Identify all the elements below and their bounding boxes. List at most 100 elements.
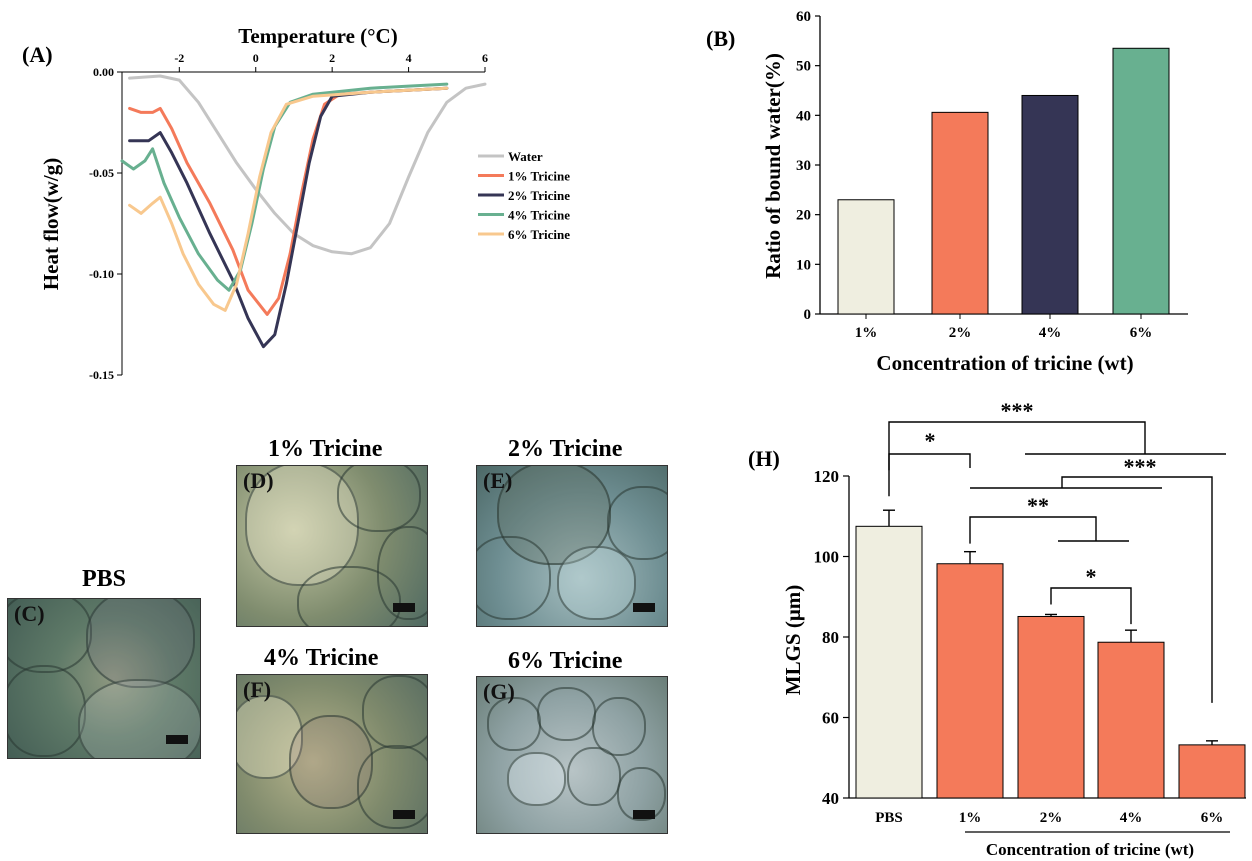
panel-h-significance: ********** — [888, 398, 1226, 703]
panel-b-ylabel: Ratio of bound water(%) — [761, 53, 785, 279]
panel-h-significance-stars: ** — [1027, 493, 1049, 518]
panel-a-series-line — [128, 86, 449, 349]
micrograph-6pct: (G) — [476, 676, 668, 834]
panel-h-bracket — [1061, 476, 1213, 703]
panel-h-chart: (H) MLGS (μm) Concentration of tricine (… — [748, 398, 1246, 859]
panel-h-bar — [1017, 615, 1085, 799]
micrograph-1pct: (D) — [236, 465, 428, 627]
panel-label-c: (C) — [14, 601, 45, 626]
panel-h-xtick-label: 2% — [1040, 810, 1063, 826]
panel-h-bracket — [888, 453, 971, 497]
panel-b-bar — [1112, 47, 1170, 315]
panel-b-yticks: 0 10 20 30 40 50 60 — [796, 9, 820, 323]
panel-a-ytick-label: -0.05 — [89, 166, 114, 180]
panel-b-bar — [931, 111, 989, 315]
panel-h-ytick-label: 40 — [822, 789, 839, 808]
panel-b-bar — [1021, 94, 1079, 315]
panel-a-series — [120, 74, 487, 349]
panel-b-ytick-label: 20 — [796, 208, 811, 224]
panel-h-xtick-label: PBS — [875, 810, 903, 826]
panel-a-ytick-label: -0.10 — [89, 267, 114, 281]
panel-h-ylabel: MLGS (μm) — [781, 585, 805, 695]
scale-bar — [166, 735, 188, 744]
panel-a-chart: (A) Temperature (°C) Heat flow(w/g) -2 0 2… — [22, 24, 570, 382]
scale-bar — [393, 603, 415, 612]
panel-h-bar — [936, 563, 1004, 799]
scale-bar — [633, 810, 655, 819]
micrograph-title-pbs: PBS — [82, 566, 127, 592]
panel-a-legend-label: Water — [508, 149, 543, 164]
panel-a-series-line — [120, 82, 449, 292]
panel-a-yticks: 0.00 -0.05 -0.10 -0.15 — [89, 65, 122, 382]
panel-a-series-line — [128, 74, 487, 256]
panel-h-significance-stars: * — [1086, 564, 1097, 589]
panel-label-a: (A) — [22, 42, 53, 67]
panel-a-series-line — [128, 86, 449, 312]
panel-b-ytick-label: 50 — [796, 59, 811, 75]
panel-b-ytick-label: 0 — [804, 307, 812, 323]
panel-h-bar — [855, 525, 923, 799]
panel-a-legend: Water 1% Tricine 2% Tricine 4% Tricine 6% Tr… — [478, 149, 570, 242]
panel-label-g: (G) — [483, 679, 515, 704]
scale-bar — [633, 603, 655, 612]
panel-h-bar — [1097, 641, 1165, 799]
panel-label-f: (F) — [243, 677, 272, 702]
panel-h-ytick-label: 60 — [822, 709, 839, 728]
panel-b-xlabel: Concentration of tricine (wt) — [876, 351, 1133, 375]
panel-h-xlabel: Concentration of tricine (wt) — [986, 840, 1194, 859]
panel-h-bracket — [1050, 587, 1132, 625]
panel-h-xtick-label: 1% — [959, 810, 982, 826]
panel-b-ytick-label: 60 — [796, 9, 811, 25]
panel-b-ytick-label: 40 — [796, 108, 811, 124]
micrograph-title-2pct: 2% Tricine — [508, 436, 623, 462]
panel-label-d: (D) — [243, 468, 274, 493]
panel-b-bars: 1% 2% 4% 6% — [837, 47, 1170, 341]
panel-a-ylabel: Heat flow(w/g) — [39, 158, 63, 290]
panel-a-xtick-label: 2 — [329, 51, 335, 65]
panel-h-bars: PBS 1% 2% 4% 6% — [855, 509, 1246, 826]
panel-a-xtick-label: 6 — [482, 51, 488, 65]
panel-b-xtick-label: 1% — [855, 325, 878, 341]
panel-a-legend-label: 6% Tricine — [508, 227, 570, 242]
panel-b-bar — [837, 199, 895, 315]
micrograph-2pct: (E) — [476, 465, 668, 627]
panel-b-ytick-label: 30 — [796, 158, 811, 174]
panel-h-bar — [1178, 744, 1246, 799]
panel-h-xtick-label: 4% — [1120, 810, 1143, 826]
panel-a-xtick-label: 0 — [253, 51, 259, 65]
panel-h-bracket — [969, 516, 1097, 544]
micrograph-title-1pct: 1% Tricine — [268, 436, 383, 462]
scale-bar — [393, 810, 415, 819]
panel-h-ytick-label: 120 — [814, 467, 840, 486]
micrograph-pbs: (C) — [7, 598, 201, 759]
panel-a-xtick-label: -2 — [174, 51, 184, 65]
panel-h-significance-stars: *** — [1124, 454, 1157, 479]
panel-h-ytick-label: 80 — [822, 628, 839, 647]
panel-a-legend-label: 4% Tricine — [508, 208, 570, 223]
panel-a-xtick-label: 4 — [406, 51, 412, 65]
panel-label-e: (E) — [483, 468, 513, 493]
panel-a-legend-label: 2% Tricine — [508, 188, 570, 203]
panel-h-ytick-label: 100 — [814, 548, 840, 567]
panel-b-ytick-label: 10 — [796, 257, 811, 273]
panel-h-bracket — [888, 421, 1146, 471]
panel-a-ytick-label: 0.00 — [93, 65, 114, 79]
panel-h-significance-stars: *** — [1001, 398, 1034, 423]
panel-a-xlabel: Temperature (°C) — [238, 24, 397, 48]
micrograph-title-4pct: 4% Tricine — [264, 645, 379, 671]
panel-b-chart: (B) Ratio of bound water(%) Concentratio… — [706, 9, 1188, 375]
panel-b-xtick-label: 6% — [1130, 325, 1153, 341]
panel-b-xtick-label: 2% — [949, 325, 972, 341]
panel-b-xtick-label: 4% — [1039, 325, 1062, 341]
panel-a-ytick-label: -0.15 — [89, 368, 114, 382]
panel-a-xticks: -2 0 2 4 6 — [174, 51, 488, 72]
micrograph-title-6pct: 6% Tricine — [508, 648, 623, 674]
panel-a-legend-label: 1% Tricine — [508, 169, 570, 184]
panel-h-significance-stars: * — [925, 428, 936, 453]
panel-label-b: (B) — [706, 26, 735, 51]
panel-h-yticks: 40 60 80 100 120 — [814, 467, 849, 808]
micrograph-4pct: (F) — [236, 674, 428, 834]
panel-label-h: (H) — [748, 446, 780, 471]
panel-h-xtick-label: 6% — [1201, 810, 1224, 826]
